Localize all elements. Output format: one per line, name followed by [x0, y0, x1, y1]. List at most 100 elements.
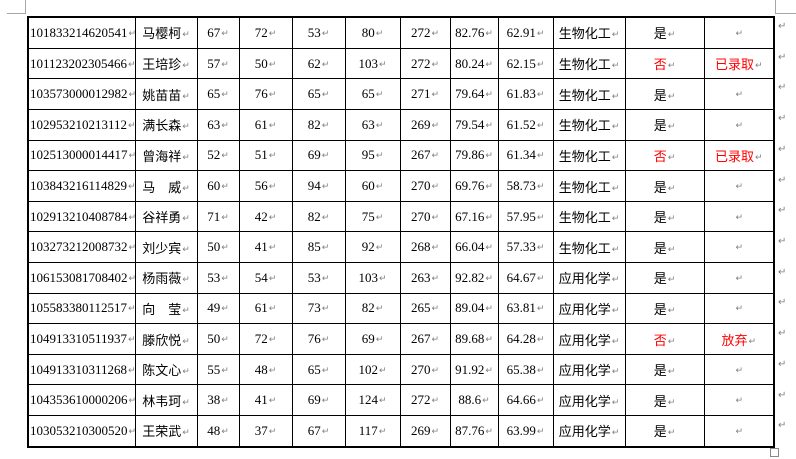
- major-cell[interactable]: 生物化工↵: [552, 231, 626, 264]
- score-4-cell[interactable]: 65↵: [344, 78, 401, 111]
- total-score-cell[interactable]: 272↵: [399, 47, 451, 80]
- score-1-cell[interactable]: 65↵: [196, 78, 240, 111]
- confirm-cell[interactable]: 是↵: [624, 292, 705, 325]
- admission-status-cell[interactable]: ↵: [703, 170, 775, 202]
- score-3-cell[interactable]: 53↵: [291, 262, 346, 294]
- name-cell[interactable]: 谷祥勇↵: [134, 200, 198, 233]
- admission-status-cell[interactable]: 放弃↵: [703, 323, 775, 355]
- total-score-cell[interactable]: 267↵: [399, 323, 451, 355]
- confirm-cell[interactable]: 是↵: [624, 16, 705, 49]
- confirm-cell[interactable]: 否↵: [624, 47, 705, 80]
- score-2-cell[interactable]: 51↵: [238, 139, 293, 172]
- weighted-score-cell[interactable]: 80.24↵: [449, 47, 499, 80]
- score-3-cell[interactable]: 53↵: [291, 16, 346, 49]
- final-score-cell[interactable]: 65.38↵: [497, 353, 554, 386]
- score-4-cell[interactable]: 124↵: [344, 384, 401, 416]
- score-2-cell[interactable]: 48↵: [238, 353, 293, 386]
- major-cell[interactable]: 生物化工↵: [552, 170, 626, 202]
- weighted-score-cell[interactable]: 79.64↵: [449, 78, 499, 111]
- major-cell[interactable]: 生物化工↵: [552, 139, 626, 172]
- score-1-cell[interactable]: 63↵: [196, 109, 240, 141]
- total-score-cell[interactable]: 270↵: [399, 200, 451, 233]
- admission-status-cell[interactable]: ↵: [703, 292, 775, 325]
- confirm-cell[interactable]: 是↵: [624, 231, 705, 264]
- candidate-id-cell[interactable]: 103573000012982↵: [27, 78, 136, 111]
- major-cell[interactable]: 应用化学↵: [552, 292, 626, 325]
- final-score-cell[interactable]: 57.95↵: [497, 200, 554, 233]
- candidate-id-cell[interactable]: 102913210408784↵: [27, 200, 136, 233]
- major-cell[interactable]: 生物化工↵: [552, 109, 626, 141]
- score-3-cell[interactable]: 82↵: [291, 200, 346, 233]
- candidate-id-cell[interactable]: 103843216114829↵: [27, 170, 136, 202]
- weighted-score-cell[interactable]: 66.04↵: [449, 231, 499, 264]
- name-cell[interactable]: 马樱柯↵: [134, 16, 198, 49]
- name-cell[interactable]: 曾海祥↵: [134, 139, 198, 172]
- candidate-id-cell[interactable]: 104353610000206↵: [27, 384, 136, 416]
- confirm-cell[interactable]: 是↵: [624, 353, 705, 386]
- name-cell[interactable]: 刘少宾↵: [134, 231, 198, 264]
- major-cell[interactable]: 应用化学↵: [552, 353, 626, 386]
- weighted-score-cell[interactable]: 87.76↵: [449, 414, 499, 448]
- score-2-cell[interactable]: 61↵: [238, 292, 293, 325]
- score-2-cell[interactable]: 61↵: [238, 109, 293, 141]
- total-score-cell[interactable]: 270↵: [399, 170, 451, 202]
- score-4-cell[interactable]: 92↵: [344, 231, 401, 264]
- score-2-cell[interactable]: 76↵: [238, 78, 293, 111]
- score-1-cell[interactable]: 48↵: [196, 414, 240, 448]
- candidate-id-cell[interactable]: 105583380112517↵: [27, 292, 136, 325]
- score-4-cell[interactable]: 69↵: [344, 323, 401, 355]
- score-3-cell[interactable]: 69↵: [291, 384, 346, 416]
- score-4-cell[interactable]: 95↵: [344, 139, 401, 172]
- score-1-cell[interactable]: 50↵: [196, 231, 240, 264]
- score-4-cell[interactable]: 60↵: [344, 170, 401, 202]
- score-4-cell[interactable]: 80↵: [344, 16, 401, 49]
- final-score-cell[interactable]: 61.34↵: [497, 139, 554, 172]
- candidate-id-cell[interactable]: 104913310511937↵: [27, 323, 136, 355]
- major-cell[interactable]: 生物化工↵: [552, 16, 626, 49]
- score-3-cell[interactable]: 65↵: [291, 353, 346, 386]
- final-score-cell[interactable]: 64.67↵: [497, 262, 554, 294]
- score-3-cell[interactable]: 94↵: [291, 170, 346, 202]
- admission-status-cell[interactable]: ↵: [703, 109, 775, 141]
- name-cell[interactable]: 林韦珂↵: [134, 384, 198, 416]
- weighted-score-cell[interactable]: 67.16↵: [449, 200, 499, 233]
- final-score-cell[interactable]: 62.91↵: [497, 16, 554, 49]
- confirm-cell[interactable]: 是↵: [624, 170, 705, 202]
- name-cell[interactable]: 王培珍↵: [134, 47, 198, 80]
- total-score-cell[interactable]: 272↵: [399, 16, 451, 49]
- name-cell[interactable]: 王荣武↵: [134, 414, 198, 448]
- table-resize-handle-icon[interactable]: [770, 448, 779, 457]
- admission-status-cell[interactable]: ↵: [703, 78, 775, 111]
- final-score-cell[interactable]: 58.73↵: [497, 170, 554, 202]
- weighted-score-cell[interactable]: 89.04↵: [449, 292, 499, 325]
- candidate-id-cell[interactable]: 103053210300520↵: [27, 414, 136, 448]
- final-score-cell[interactable]: 64.28↵: [497, 323, 554, 355]
- score-4-cell[interactable]: 103↵: [344, 47, 401, 80]
- confirm-cell[interactable]: 是↵: [624, 384, 705, 416]
- score-2-cell[interactable]: 72↵: [238, 16, 293, 49]
- score-1-cell[interactable]: 49↵: [196, 292, 240, 325]
- score-1-cell[interactable]: 50↵: [196, 323, 240, 355]
- name-cell[interactable]: 陈文心↵: [134, 353, 198, 386]
- score-3-cell[interactable]: 69↵: [291, 139, 346, 172]
- major-cell[interactable]: 应用化学↵: [552, 262, 626, 294]
- score-3-cell[interactable]: 82↵: [291, 109, 346, 141]
- admission-status-cell[interactable]: ↵: [703, 384, 775, 416]
- total-score-cell[interactable]: 267↵: [399, 139, 451, 172]
- score-1-cell[interactable]: 52↵: [196, 139, 240, 172]
- final-score-cell[interactable]: 64.66↵: [497, 384, 554, 416]
- weighted-score-cell[interactable]: 91.92↵: [449, 353, 499, 386]
- major-cell[interactable]: 生物化工↵: [552, 200, 626, 233]
- score-2-cell[interactable]: 41↵: [238, 231, 293, 264]
- major-cell[interactable]: 应用化学↵: [552, 384, 626, 416]
- total-score-cell[interactable]: 265↵: [399, 292, 451, 325]
- score-4-cell[interactable]: 75↵: [344, 200, 401, 233]
- name-cell[interactable]: 马 威↵: [134, 170, 198, 202]
- score-3-cell[interactable]: 85↵: [291, 231, 346, 264]
- total-score-cell[interactable]: 269↵: [399, 414, 451, 448]
- candidate-id-cell[interactable]: 106153081708402↵: [27, 262, 136, 294]
- admission-status-cell[interactable]: ↵: [703, 414, 775, 448]
- weighted-score-cell[interactable]: 92.82↵: [449, 262, 499, 294]
- score-3-cell[interactable]: 67↵: [291, 414, 346, 448]
- score-1-cell[interactable]: 53↵: [196, 262, 240, 294]
